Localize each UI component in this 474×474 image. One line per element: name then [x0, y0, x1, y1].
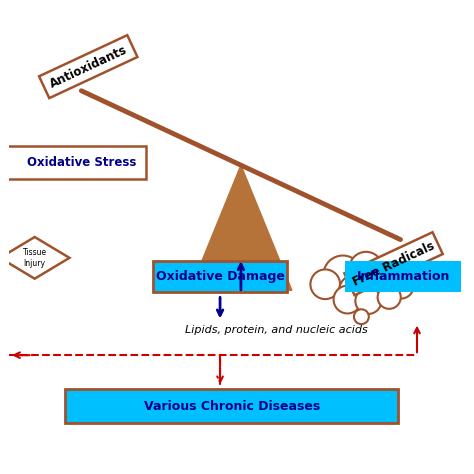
- Circle shape: [339, 275, 370, 306]
- Bar: [2, 146, 146, 179]
- Bar: [345, 261, 461, 292]
- Text: Lipids, protein, and nucleic acids: Lipids, protein, and nucleic acids: [185, 325, 368, 335]
- Circle shape: [388, 273, 414, 299]
- Circle shape: [372, 260, 402, 290]
- Circle shape: [323, 255, 362, 294]
- Circle shape: [349, 252, 383, 285]
- Text: Inflammation: Inflammation: [356, 270, 450, 283]
- Text: Free Radicals: Free Radicals: [351, 239, 437, 288]
- Bar: [65, 390, 399, 423]
- Circle shape: [362, 276, 390, 304]
- Circle shape: [334, 286, 361, 313]
- Bar: [39, 35, 137, 98]
- Bar: [345, 232, 443, 295]
- Circle shape: [354, 310, 369, 324]
- Polygon shape: [190, 165, 292, 290]
- Polygon shape: [0, 237, 70, 279]
- Circle shape: [310, 269, 340, 299]
- Text: Antioxidants: Antioxidants: [47, 43, 129, 91]
- Bar: [153, 261, 287, 292]
- Circle shape: [356, 288, 381, 314]
- Text: Oxidative Stress: Oxidative Stress: [27, 156, 137, 169]
- Text: Injury: Injury: [24, 259, 46, 268]
- Text: Oxidative Damage: Oxidative Damage: [155, 270, 284, 283]
- Circle shape: [378, 286, 401, 309]
- Text: Various Chronic Diseases: Various Chronic Diseases: [144, 400, 320, 413]
- Text: Tissue: Tissue: [23, 248, 47, 257]
